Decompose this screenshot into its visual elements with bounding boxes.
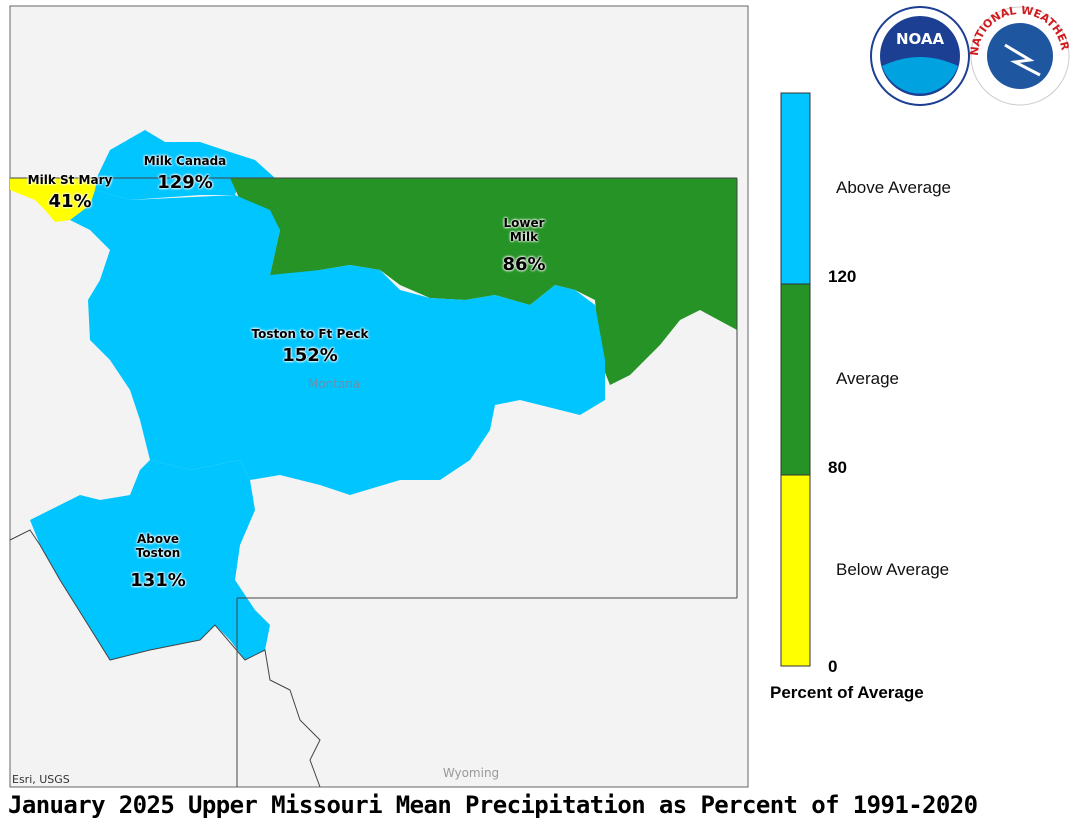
legend-break: 0 <box>828 657 838 676</box>
legend-swatch <box>780 474 811 667</box>
basin-value: 129% <box>157 172 213 193</box>
basin <box>95 130 275 200</box>
basin <box>230 178 737 385</box>
basin-name: Above Toston <box>135 532 181 560</box>
noaa-logo: NOAA <box>870 6 970 106</box>
place-label: Wyoming <box>442 766 500 780</box>
basin-name: Toston to Ft Peck <box>251 327 369 341</box>
legend-swatch <box>780 92 811 285</box>
basin <box>70 190 605 495</box>
legend-label: Above Average <box>836 177 951 197</box>
place-label: Montana <box>307 377 361 391</box>
attribution: Esri, USGS <box>12 773 70 786</box>
legend-swatch <box>780 283 811 476</box>
legend-label: Below Average <box>836 559 950 579</box>
basin-value: 86% <box>502 254 546 275</box>
basin-name: Milk St Mary <box>27 173 113 187</box>
basin-name: Lower Milk <box>503 216 545 244</box>
basin-value: 41% <box>48 191 92 212</box>
basin-name: Milk Canada <box>143 154 227 168</box>
basin-value: 152% <box>282 345 338 366</box>
legend-label: Average <box>836 368 900 388</box>
map-title: January 2025 Upper Missouri Mean Precipi… <box>8 791 978 819</box>
state-borders <box>9 177 738 788</box>
legend-break: 80 <box>828 458 847 477</box>
legend-break: 120 <box>828 267 857 286</box>
legend-title: Percent of Average <box>770 683 924 702</box>
basin-value: 131% <box>130 570 186 591</box>
basin <box>30 460 270 660</box>
noaa-text: NOAA <box>896 30 945 48</box>
